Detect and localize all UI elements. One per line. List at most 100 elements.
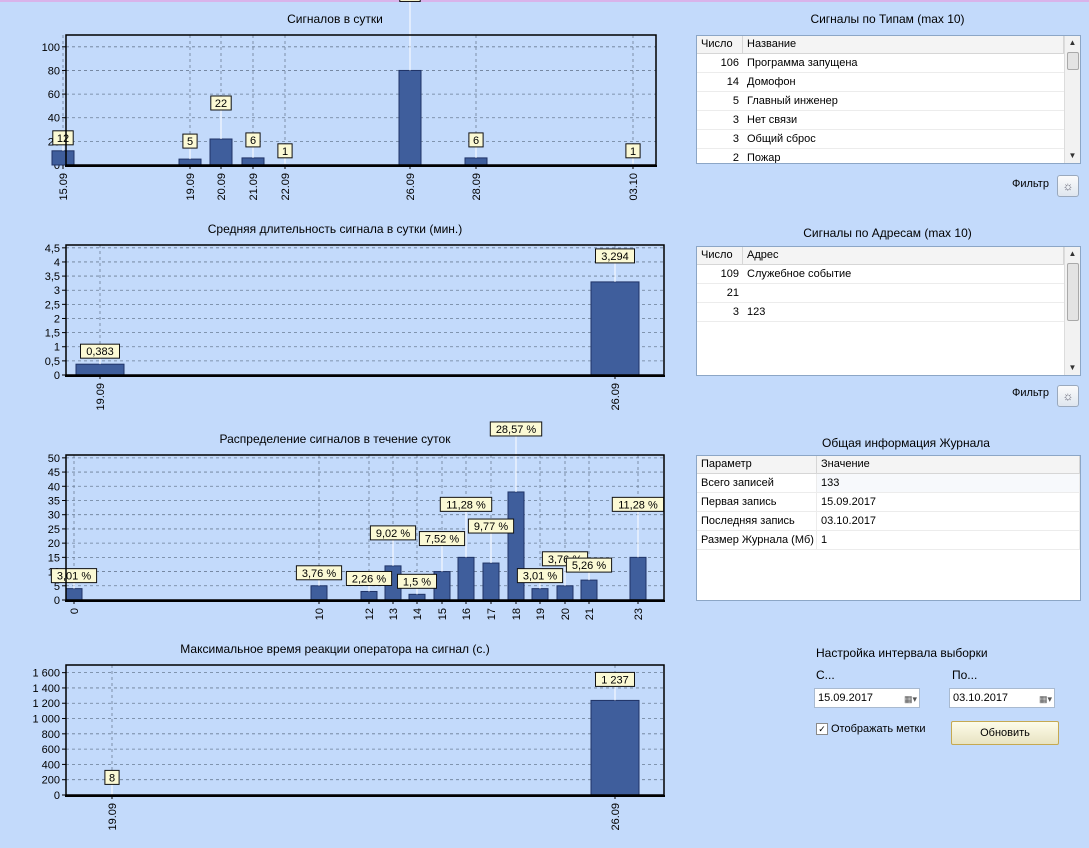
data-label: 3,76 %	[302, 568, 336, 580]
data-label-box	[625, 143, 641, 159]
x-tick-label: 0	[69, 608, 81, 614]
data-label: 22	[215, 98, 227, 110]
y-tick-label: 1 000	[32, 714, 60, 726]
to-date-picker[interactable]: 03.10.2017 ▦▾	[949, 688, 1055, 708]
x-tick-label: 20	[560, 608, 572, 620]
cell-name: Главный инженер	[747, 95, 838, 107]
table-row[interactable]: Всего записей 133	[697, 474, 1080, 493]
data-label-box	[295, 565, 343, 581]
types-col-count[interactable]: Число	[697, 36, 743, 53]
scroll-thumb[interactable]	[1067, 52, 1079, 70]
filter-bulb-icon: ☼	[1062, 389, 1074, 403]
bar	[209, 138, 233, 166]
data-label: 9,77 %	[474, 521, 508, 533]
table-row[interactable]: 3 Нет связи	[697, 111, 1064, 130]
y-tick-label: 40	[48, 113, 60, 125]
table-row[interactable]: 106 Программа запущена	[697, 54, 1064, 73]
show-marks-checkbox[interactable]: ✓ Отображать метки	[816, 723, 926, 735]
table-row[interactable]: 109 Служебное событие	[697, 265, 1064, 284]
x-tick-label: 18	[511, 608, 523, 620]
y-tick-label: 1,5	[45, 328, 60, 340]
y-tick-label: 5	[54, 581, 60, 593]
cell-param: Всего записей	[697, 474, 817, 492]
address-filter-button[interactable]: ☼	[1057, 385, 1079, 407]
y-tick-label: 45	[48, 467, 60, 479]
types-col-name[interactable]: Название	[743, 36, 1064, 53]
bar	[398, 69, 422, 166]
bar	[65, 588, 83, 601]
bar	[629, 556, 647, 601]
bar	[178, 158, 202, 166]
bar	[590, 699, 640, 796]
scroll-down-icon[interactable]: ▼	[1068, 151, 1077, 160]
info-col-value[interactable]: Значение	[817, 456, 1080, 473]
table-row[interactable]: 5 Главный инженер	[697, 92, 1064, 111]
x-tick-label: 19.09	[185, 173, 197, 201]
from-date-picker[interactable]: 15.09.2017 ▦▾	[814, 688, 920, 708]
table-row[interactable]: 3 123	[697, 303, 1064, 322]
data-label-box	[245, 132, 261, 148]
table-row[interactable]: 3 Общий сброс	[697, 130, 1064, 149]
cell-count: 106	[720, 57, 739, 69]
checkbox-check-icon[interactable]: ✓	[816, 723, 828, 735]
data-label-box	[277, 143, 293, 159]
x-tick-label: 12	[364, 608, 376, 620]
cell-name	[743, 284, 1064, 302]
refresh-button[interactable]: Обновить	[951, 721, 1059, 745]
address-filter-label: Фильтр	[1012, 387, 1049, 399]
address-col-count[interactable]: Число	[697, 247, 743, 264]
cell-value: 133	[817, 474, 1080, 492]
bar	[457, 556, 475, 601]
scroll-up-icon[interactable]: ▲	[1068, 38, 1077, 47]
types-filter-button[interactable]: ☼	[1057, 175, 1079, 197]
table-row[interactable]: 21	[697, 284, 1064, 303]
table-row[interactable]: 14 Домофон	[697, 73, 1064, 92]
types-grid[interactable]: Число Название 106 Программа запущена 14 До…	[696, 35, 1081, 164]
table-row[interactable]: Размер Журнала (Мб) 1	[697, 531, 1080, 550]
table-row[interactable]: Последняя запись 03.10.2017	[697, 512, 1080, 531]
data-label: 5,26 %	[572, 560, 606, 572]
table-row[interactable]: 2 Пожар	[697, 149, 1064, 164]
y-tick-label: 1	[54, 342, 60, 354]
from-date-value: 15.09.2017	[818, 692, 874, 704]
x-tick-label: 21	[584, 608, 596, 620]
bar	[310, 585, 328, 601]
bar	[580, 579, 598, 601]
scroll-thumb[interactable]	[1067, 263, 1079, 321]
y-tick-label: 60	[48, 89, 60, 101]
x-tick-label: 14	[412, 608, 424, 620]
x-tick-label: 15	[437, 608, 449, 620]
calendar-dropdown-icon[interactable]: ▦▾	[903, 694, 917, 704]
x-tick-label: 19	[535, 608, 547, 620]
info-grid[interactable]: Параметр Значение Всего записей 133 Первая…	[696, 455, 1081, 601]
data-label-box	[595, 248, 635, 264]
chart3-title: Распределение сигналов в течение суток	[219, 432, 451, 446]
scroll-down-icon[interactable]: ▼	[1068, 363, 1077, 372]
y-tick-label: 4,5	[45, 243, 60, 255]
data-label: 7,52 %	[425, 534, 459, 546]
scroll-up-icon[interactable]: ▲	[1068, 249, 1077, 258]
x-tick-label: 21.09	[248, 173, 260, 201]
from-label: С...	[816, 668, 835, 682]
data-label-box	[52, 130, 74, 146]
y-tick-label: 3	[54, 285, 60, 297]
data-label-box	[565, 557, 613, 573]
types-scrollbar[interactable]: ▲ ▼	[1064, 36, 1080, 163]
calendar-dropdown-icon[interactable]: ▦▾	[1038, 694, 1052, 704]
plot-area	[66, 665, 664, 795]
signals-per-day-chart: 0204060801001252261806115.0919.0920.0921…	[42, 0, 657, 201]
address-grid[interactable]: Число Адрес 109 Служебное событие 21 3 123 ▲…	[696, 246, 1081, 376]
data-label: 80	[404, 0, 416, 1]
address-col-name[interactable]: Адрес	[743, 247, 1064, 264]
data-label-box	[439, 496, 493, 512]
data-label: 2,26 %	[352, 573, 386, 585]
address-scrollbar[interactable]: ▲ ▼	[1064, 247, 1080, 375]
data-label: 1 237	[601, 674, 629, 686]
table-row[interactable]: Первая запись 15.09.2017	[697, 493, 1080, 512]
data-label-box	[489, 421, 543, 437]
info-col-param[interactable]: Параметр	[697, 456, 817, 473]
x-tick-label: 15.09	[58, 173, 70, 201]
bar	[241, 157, 265, 166]
data-label: 6	[250, 135, 256, 147]
cell-count: 2	[732, 152, 739, 164]
